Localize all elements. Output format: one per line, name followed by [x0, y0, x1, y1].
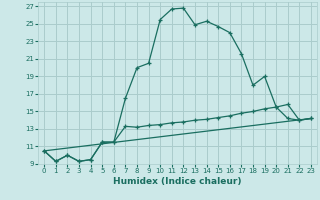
X-axis label: Humidex (Indice chaleur): Humidex (Indice chaleur)	[113, 177, 242, 186]
